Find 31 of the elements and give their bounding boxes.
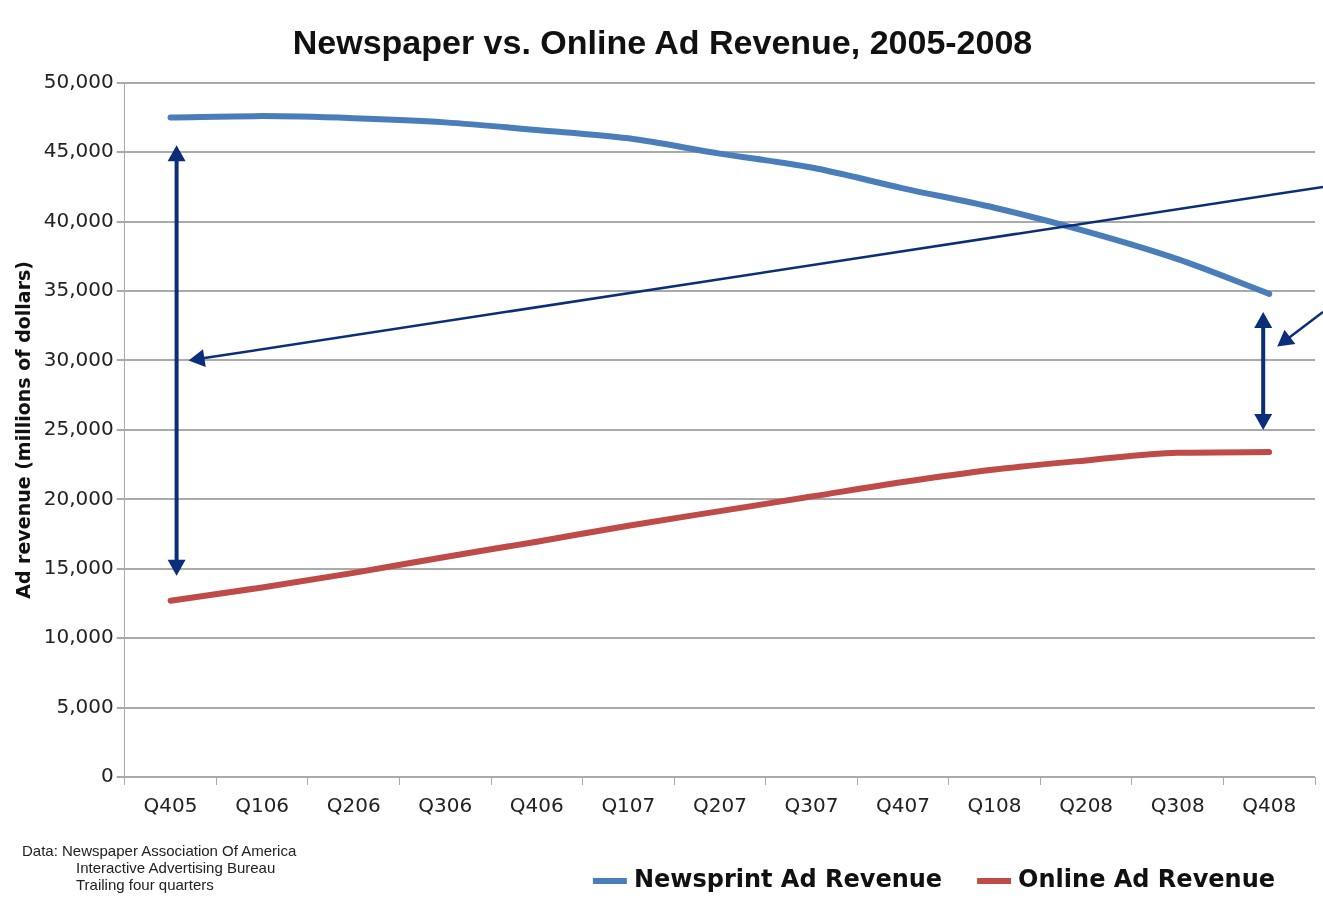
y-tick-label: 30,000 [43, 346, 114, 371]
x-tick-label: Q406 [509, 793, 564, 818]
text: Interactive Advertising Bureau [75, 859, 277, 876]
x-tick-label: Q405 [143, 793, 198, 818]
y-tick-label: 15,000 [43, 554, 114, 579]
legend-label: Newsprint Ad Revenue [633, 865, 943, 894]
y-tick-label: 5,000 [56, 693, 114, 718]
x-tick-label: Q308 [1150, 793, 1205, 818]
x-tick-label: Q207 [692, 793, 747, 818]
legend-label: Online Ad Revenue [1018, 865, 1276, 894]
y-tick-label: 50,000 [43, 69, 114, 93]
x-tick-label: Q106 [235, 793, 290, 818]
y-tick-label: 0 [101, 763, 114, 788]
y-axis-title: Ad revenue (millions of dollars) [12, 260, 35, 599]
text: Data: Newspaper Association Of America [22, 842, 297, 859]
x-tick-label: Q408 [1242, 793, 1297, 818]
x-tick-label: Q306 [418, 793, 473, 818]
y-tick-label: 40,000 [43, 207, 114, 232]
x-tick-label: Q307 [784, 793, 839, 818]
x-tick-label: Q206 [326, 793, 381, 818]
y-tick-label: 10,000 [43, 624, 114, 649]
y-tick-label: 25,000 [43, 416, 114, 441]
x-tick-label: Q108 [967, 793, 1022, 818]
y-tick-label: 45,000 [43, 138, 114, 163]
chart-title: Newspaper vs. Online Ad Revenue, 2005-2008 [292, 22, 1033, 61]
y-tick-label: 35,000 [43, 277, 114, 302]
x-tick-label: Q407 [876, 793, 930, 818]
x-tick-label: Q107 [601, 793, 656, 818]
y-tick-label: 20,000 [43, 485, 114, 510]
x-tick-label: Q208 [1059, 793, 1114, 818]
text: Trailing four quarters [75, 876, 215, 893]
